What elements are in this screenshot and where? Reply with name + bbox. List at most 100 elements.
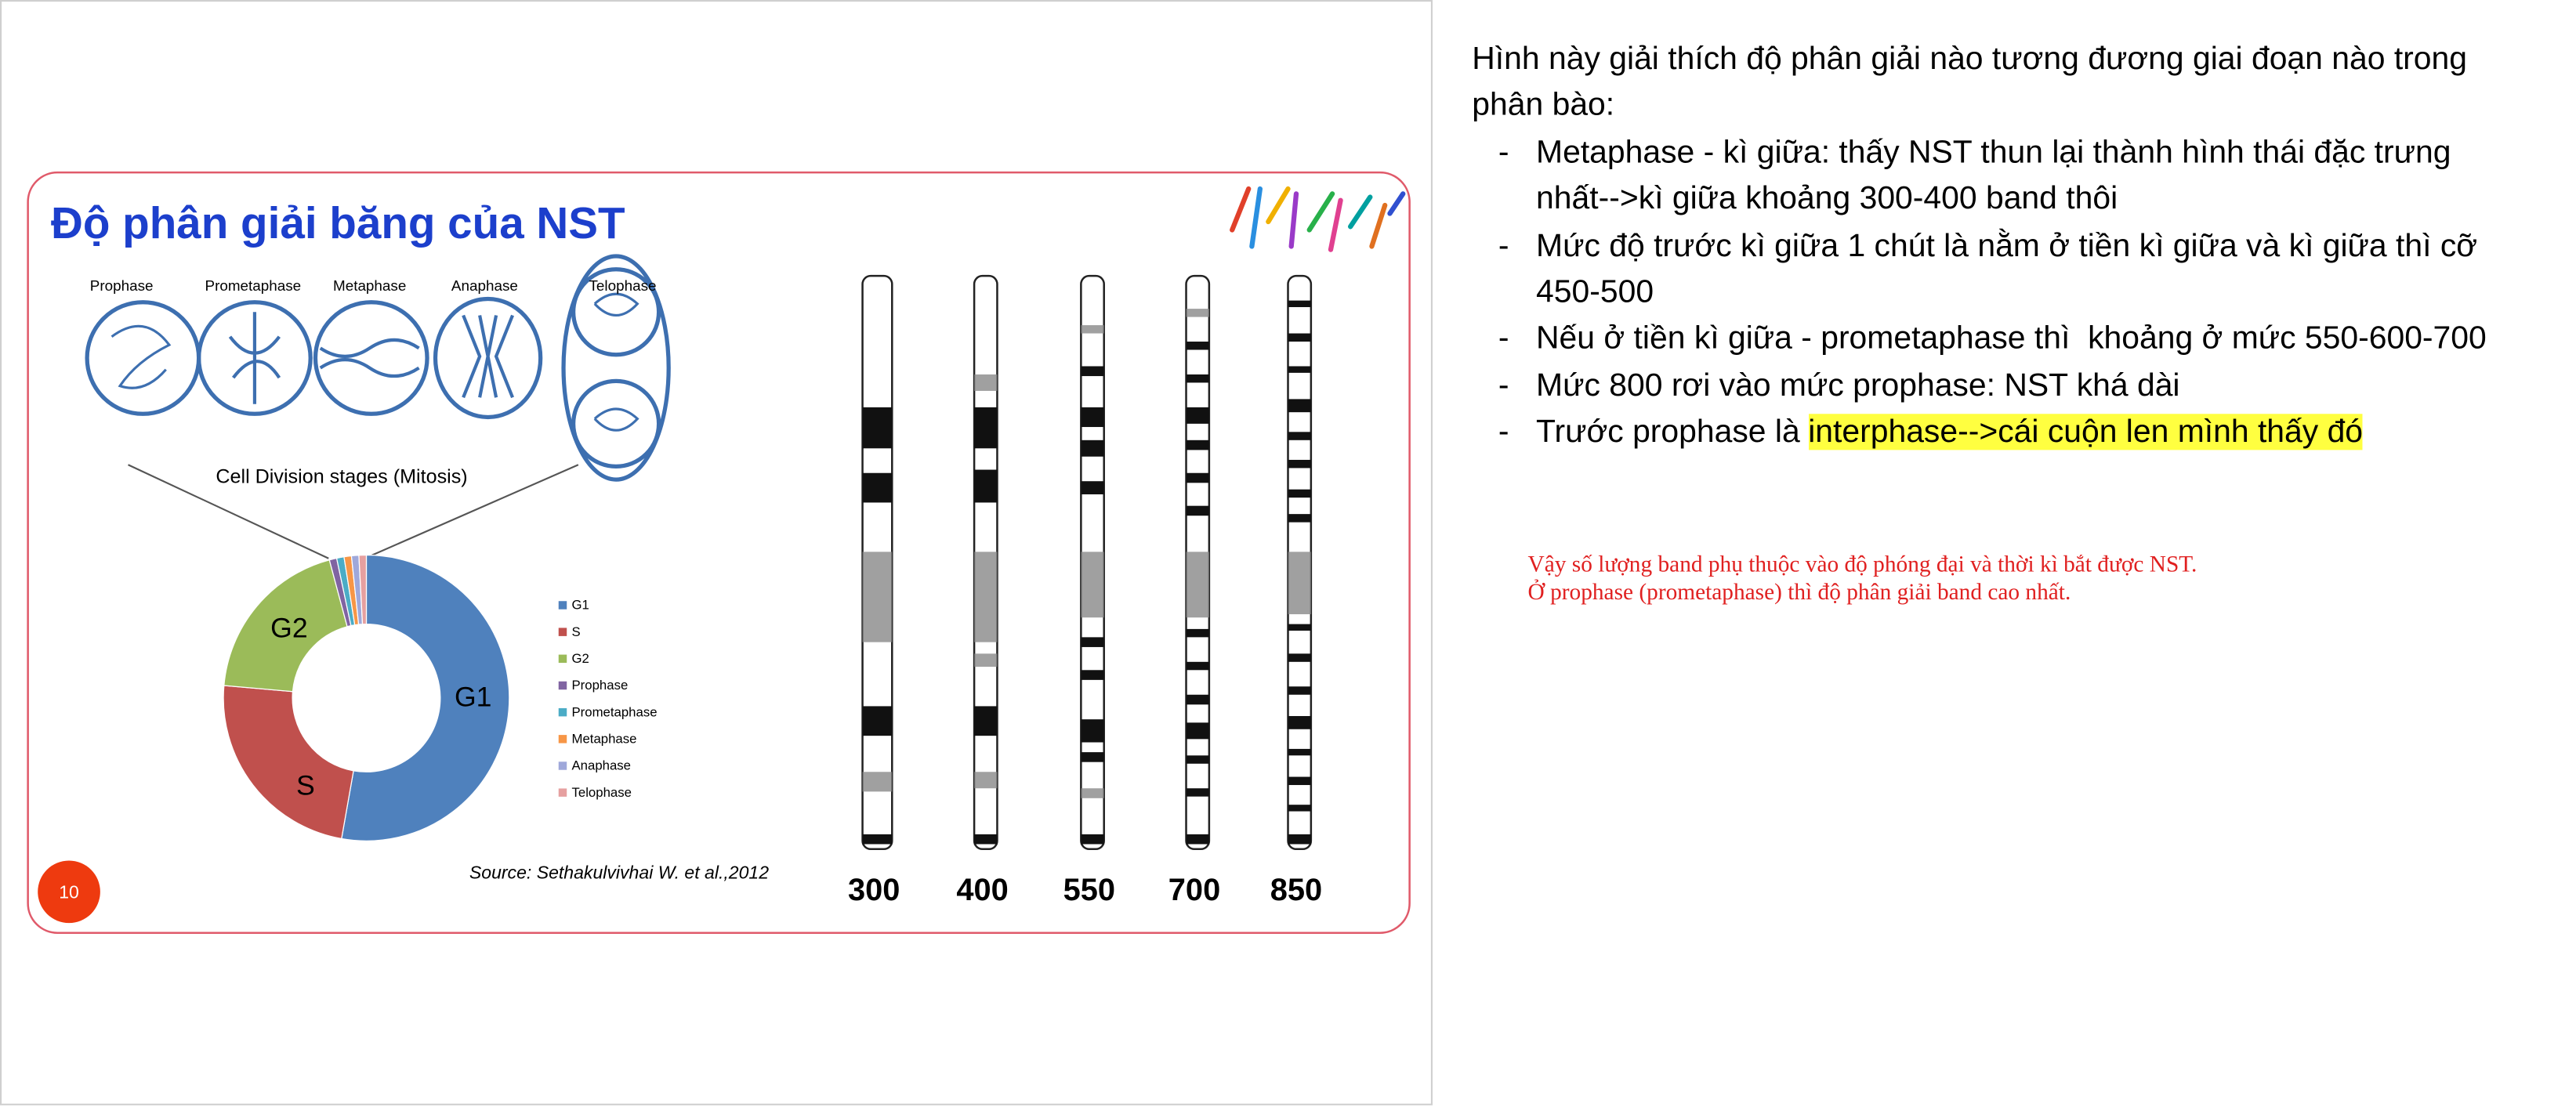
chromosome-band bbox=[862, 834, 893, 845]
legend-label: Prometaphase bbox=[572, 704, 658, 719]
intro-line: phân bào: bbox=[1472, 87, 1615, 125]
chromosome-band bbox=[1288, 686, 1311, 695]
legend: G1 S G2 Prophase Prometaphase Metaphase Anapha… bbox=[558, 598, 658, 800]
chromosome-band bbox=[1186, 834, 1209, 845]
chromosome-band bbox=[1081, 325, 1104, 334]
chromosome-band bbox=[974, 469, 998, 503]
resolution-label: 850 bbox=[1270, 873, 1322, 907]
chromosome-band bbox=[974, 552, 998, 642]
chromosome-band bbox=[1288, 805, 1311, 812]
chromosome-band bbox=[974, 374, 998, 391]
remarks: Vậy số lượng band phụ thuộc vào độ phóng… bbox=[1528, 552, 2197, 607]
chromosome-band bbox=[1081, 719, 1104, 743]
chromosome-decoration bbox=[1230, 186, 1406, 252]
chromosome-band bbox=[1186, 342, 1209, 350]
chromosome-band bbox=[974, 834, 998, 845]
chromosome-band bbox=[862, 706, 893, 736]
donut-label: S bbox=[296, 770, 315, 801]
notes: Hình này giải thích độ phân giải nào tươ… bbox=[1472, 36, 2576, 457]
chromosome-band bbox=[1288, 489, 1311, 498]
bullet-item: Metaphase - kì giữa: thấy NST thun lại t… bbox=[1472, 129, 2576, 222]
legend-swatch bbox=[558, 628, 567, 636]
chromosome-band bbox=[1081, 366, 1104, 377]
legend-label: Metaphase bbox=[572, 732, 637, 747]
bullet-item: Mức 800 rơi vào mức prophase: NST khá dà… bbox=[1472, 363, 2576, 410]
legend-swatch bbox=[558, 762, 567, 770]
chromosome-band bbox=[1288, 748, 1311, 756]
donut-chart: G1 S G2 bbox=[223, 554, 510, 841]
highlighted-text: interphase-->cái cuộn len mình thấy đó bbox=[1808, 414, 2364, 450]
chromosome-band bbox=[1081, 788, 1104, 798]
chromosome-band bbox=[974, 772, 998, 789]
stage-label: Anaphase bbox=[451, 277, 518, 294]
chromosome-band bbox=[1186, 374, 1209, 383]
legend-swatch bbox=[558, 735, 567, 743]
donut-segment bbox=[358, 554, 368, 625]
chromosome-band bbox=[1186, 755, 1209, 764]
donut-segment bbox=[341, 554, 510, 841]
chromosome-band bbox=[974, 653, 998, 667]
bullet-line: Metaphase - kì giữa: thấy NST thun lại t… bbox=[1536, 129, 2576, 176]
bullet-text: Mức 800 rơi vào mức prophase: NST khá dà… bbox=[1536, 367, 2180, 404]
chromosome-band bbox=[862, 407, 893, 449]
chromosome-band bbox=[862, 552, 893, 642]
legend-label: Anaphase bbox=[572, 758, 632, 773]
bullet-line: Mức độ trước kì giữa 1 chút là nằm ở tiề… bbox=[1536, 222, 2576, 270]
chromosome-band bbox=[1288, 514, 1311, 523]
chromosome-band bbox=[1186, 472, 1209, 483]
chromosome-band bbox=[1081, 440, 1104, 457]
chromosome-band bbox=[1186, 661, 1209, 671]
pointer-line bbox=[364, 464, 579, 559]
bullet-text: Nếu ở tiền kì giữa - prometaphase thì kh… bbox=[1536, 320, 2487, 357]
chromosome-band bbox=[1081, 670, 1104, 680]
resolution-label: 700 bbox=[1168, 873, 1220, 907]
stage-label: Telophase bbox=[589, 277, 657, 294]
chromosome-band bbox=[1288, 653, 1311, 662]
chromosome-band bbox=[1081, 752, 1104, 762]
source: Source: Sethakulvivhai W. et al.,2012 bbox=[469, 863, 769, 883]
bullet-line: Nếu ở tiền kì giữa - prometaphase thì kh… bbox=[1536, 316, 2576, 363]
resolution-label: 550 bbox=[1063, 873, 1115, 907]
chromosome-band bbox=[862, 772, 893, 792]
chromosome-band bbox=[1288, 552, 1311, 615]
legend-swatch bbox=[558, 681, 567, 690]
chromosome-band bbox=[1288, 834, 1311, 845]
bullet-text: 450-500 bbox=[1536, 274, 1654, 311]
cell-illustrations bbox=[85, 254, 671, 482]
legend-label: Telophase bbox=[572, 785, 632, 800]
bullet-text: nhất-->kì giữa khoảng 300-400 band thôi bbox=[1536, 181, 2118, 218]
chromosome-band bbox=[1288, 432, 1311, 440]
donut-label: G2 bbox=[270, 612, 308, 643]
bullet-item: Mức độ trước kì giữa 1 chút là nằm ở tiề… bbox=[1472, 222, 2576, 316]
chromosome-band bbox=[1186, 552, 1209, 618]
chromosome-band bbox=[1288, 366, 1311, 373]
chromosome-band bbox=[1288, 776, 1311, 786]
chromosome-band bbox=[1081, 637, 1104, 647]
resolution-label: 300 bbox=[848, 873, 900, 907]
legend-label: Prophase bbox=[572, 678, 629, 693]
chromosome-band bbox=[1186, 505, 1209, 516]
chromosome-band bbox=[1186, 788, 1209, 797]
stage-label: Prophase bbox=[90, 277, 154, 294]
chromosome-band bbox=[1186, 628, 1209, 638]
chromosome-band bbox=[1081, 834, 1104, 845]
bullet-line: Mức 800 rơi vào mức prophase: NST khá dà… bbox=[1536, 363, 2576, 410]
bullet-item: Nếu ở tiền kì giữa - prometaphase thì kh… bbox=[1472, 316, 2576, 363]
bullet-text: Mức độ trước kì giữa 1 chút là nằm ở tiề… bbox=[1536, 227, 2478, 264]
bullet-line: 450-500 bbox=[1536, 270, 2576, 317]
caption: Cell Division stages (Mitosis) bbox=[216, 465, 467, 487]
chromosome-band bbox=[1186, 309, 1209, 317]
legend-swatch bbox=[558, 654, 567, 664]
page-number: 10 bbox=[59, 882, 79, 903]
pointer-line bbox=[128, 464, 329, 559]
chromosome-band bbox=[1288, 333, 1311, 342]
intro-line: Hình này giải thích độ phân giải nào tươ… bbox=[1472, 41, 2468, 78]
chromosome-band bbox=[1186, 694, 1209, 705]
legend-swatch bbox=[558, 707, 567, 717]
donut-segment bbox=[223, 559, 348, 693]
bullet-line: nhất-->kì giữa khoảng 300-400 band thôi bbox=[1536, 176, 2576, 223]
